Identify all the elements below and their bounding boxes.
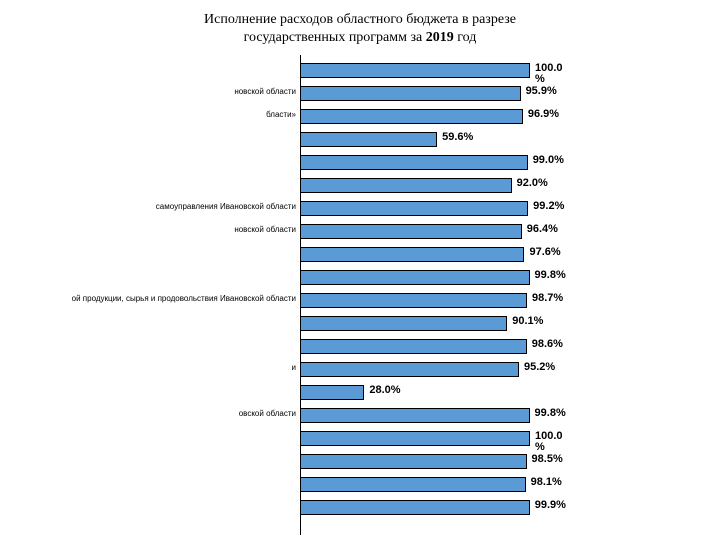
- chart-title-suffix: год: [454, 30, 477, 45]
- chart-title-prefix: государственных программ за: [244, 30, 426, 45]
- value-label: 96.4%: [527, 224, 558, 235]
- bar: [300, 247, 524, 262]
- bar: [300, 201, 528, 216]
- bar-row: 97.6%: [0, 244, 720, 266]
- value-label: 99.8%: [535, 408, 566, 419]
- value-label: 98.6%: [532, 339, 563, 350]
- chart-title-line1: Исполнение расходов областного бюджета в…: [204, 12, 516, 27]
- bar-row: самоуправления Ивановской области 99.2%: [0, 198, 720, 220]
- value-label: 99.0%: [533, 155, 564, 166]
- bar: [300, 408, 530, 423]
- bar-row: 98.5%: [0, 451, 720, 473]
- category-label: новской области: [0, 87, 296, 96]
- bar: [300, 339, 527, 354]
- category-label: самоуправления Ивановской области: [0, 202, 296, 211]
- bar-row: 98.6%: [0, 336, 720, 358]
- value-label: 95.9%: [526, 86, 557, 97]
- category-label: новской области: [0, 225, 296, 234]
- category-label: бласти»: [0, 110, 296, 119]
- chart-title-year: 2019: [426, 30, 454, 45]
- bar: [300, 178, 512, 193]
- bar: [300, 293, 527, 308]
- chart-title: Исполнение расходов областного бюджета в…: [0, 10, 720, 47]
- bar-row: 100.0 %: [0, 428, 720, 450]
- bar: [300, 362, 519, 377]
- bar-row: 98.1%: [0, 474, 720, 496]
- bar-chart: 100.0 % новской области 95.9% бласти» 96.9% 5…: [0, 55, 720, 535]
- bar-row: ой продукции, сырья и продовольствия Ива…: [0, 290, 720, 312]
- value-label: 99.9%: [535, 500, 566, 511]
- bar-row: 99.0%: [0, 152, 720, 174]
- bar-row: 90.1%: [0, 313, 720, 335]
- bar: [300, 500, 530, 515]
- bar: [300, 224, 522, 239]
- value-label: 100.0 %: [535, 431, 563, 453]
- bar-row: 92.0%: [0, 175, 720, 197]
- value-label: 92.0%: [517, 178, 548, 189]
- value-label: 98.1%: [531, 477, 562, 488]
- value-label: 100.0 %: [535, 63, 563, 85]
- value-label: 99.8%: [535, 270, 566, 281]
- bar-row: 99.8%: [0, 267, 720, 289]
- value-label: 98.7%: [532, 293, 563, 304]
- value-label: 96.9%: [528, 109, 559, 120]
- bar: [300, 454, 527, 469]
- bar-row: овской области 99.8%: [0, 405, 720, 427]
- value-label: 95.2%: [524, 362, 555, 373]
- category-label: ой продукции, сырья и продовольствия Ива…: [0, 294, 296, 303]
- value-label: 99.2%: [533, 201, 564, 212]
- bar-row: 59.6%: [0, 129, 720, 151]
- bar: [300, 132, 437, 147]
- bar: [300, 385, 364, 400]
- bar: [300, 63, 530, 78]
- bar: [300, 86, 521, 101]
- bar: [300, 477, 526, 492]
- bar: [300, 316, 507, 331]
- bar-row: новской области 95.9%: [0, 83, 720, 105]
- bar-row: 100.0 %: [0, 60, 720, 82]
- bar: [300, 155, 528, 170]
- value-label: 28.0%: [369, 385, 400, 396]
- bar: [300, 109, 523, 124]
- bar: [300, 270, 530, 285]
- bar: [300, 431, 530, 446]
- bar-row: 28.0%: [0, 382, 720, 404]
- bar-row: 99.9%: [0, 497, 720, 519]
- value-label: 90.1%: [512, 316, 543, 327]
- category-label: овской области: [0, 409, 296, 418]
- bar-row: и 95.2%: [0, 359, 720, 381]
- bar-row: бласти» 96.9%: [0, 106, 720, 128]
- value-label: 98.5%: [532, 454, 563, 465]
- value-label: 97.6%: [529, 247, 560, 258]
- category-label: и: [0, 363, 296, 372]
- chart-title-line2: государственных программ за 2019 год: [244, 30, 477, 45]
- bar-row: новской области 96.4%: [0, 221, 720, 243]
- value-label: 59.6%: [442, 132, 473, 143]
